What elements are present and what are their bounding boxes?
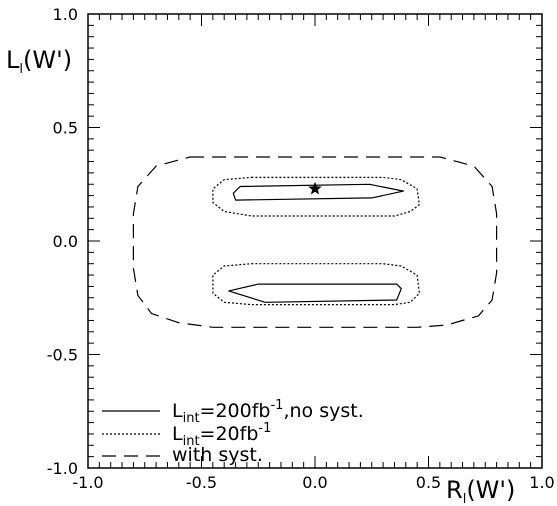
y-tick-label: -0.5 bbox=[47, 346, 78, 365]
axis-ticks bbox=[87, 13, 543, 469]
y-tick-label: 1.0 bbox=[53, 5, 78, 24]
star-icon bbox=[308, 181, 322, 195]
legend-label-200fb: Lint=200fb-1,no syst. bbox=[172, 398, 364, 426]
legend-label-with-syst: with syst. bbox=[172, 444, 263, 466]
x-tick-label: 1.0 bbox=[529, 473, 554, 492]
tick-labels: -1.0 -0.5 0.0 0.5 1.0 -1.0 -0.5 0.0 0.5 1.0 bbox=[47, 5, 555, 492]
legend-label-20fb: Lint=20fb-1 bbox=[172, 421, 271, 449]
y-tick-label: -1.0 bbox=[47, 459, 78, 478]
y-tick-label: 0.5 bbox=[53, 119, 78, 138]
contour-solid-1 bbox=[228, 283, 402, 303]
contour-solid-0 bbox=[232, 183, 405, 201]
x-tick-label: 0.5 bbox=[416, 473, 441, 492]
best-fit-marker bbox=[308, 181, 322, 195]
contour-lines bbox=[132, 156, 498, 328]
y-axis-label: Ll(W') bbox=[6, 46, 72, 77]
contour-dotted-0 bbox=[212, 176, 420, 217]
legend: Lint=200fb-1,no syst. Lint=20fb-1 with s… bbox=[102, 398, 364, 466]
x-tick-label: 0.0 bbox=[302, 473, 327, 492]
x-tick-label: -1.0 bbox=[72, 473, 103, 492]
x-axis-label: Rl(W') bbox=[446, 476, 515, 506]
y-tick-label: 0.0 bbox=[53, 232, 78, 251]
x-tick-label: -0.5 bbox=[186, 473, 217, 492]
contour-dashed-0 bbox=[132, 156, 498, 328]
